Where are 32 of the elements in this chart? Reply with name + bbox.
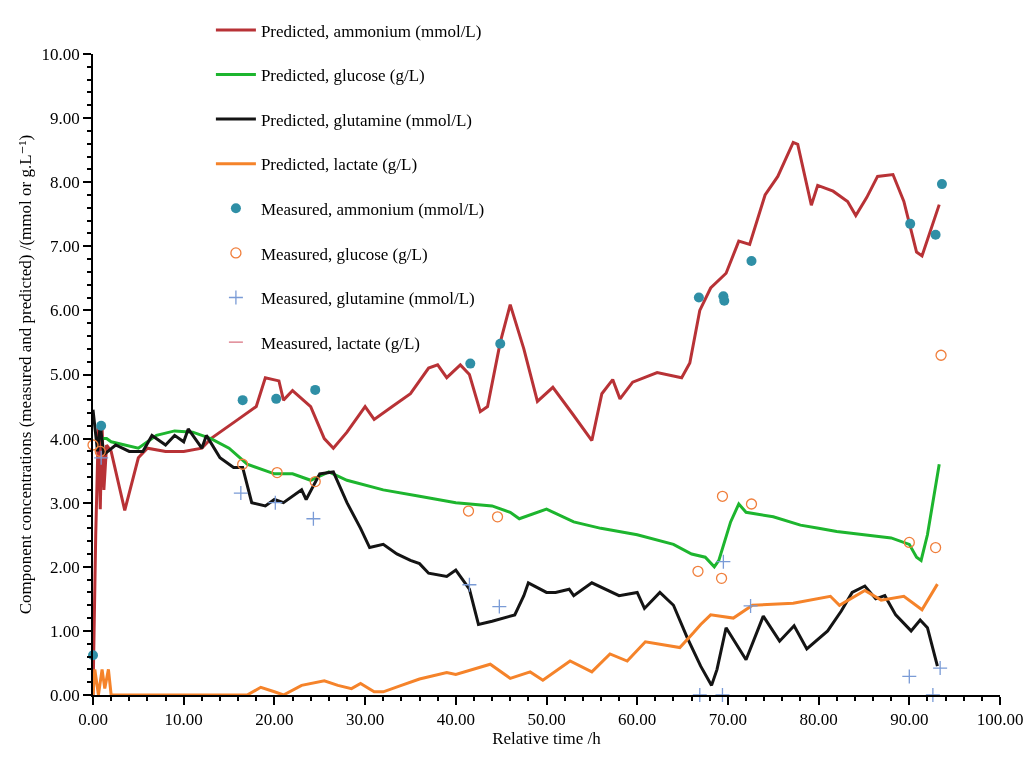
x-tick-label: 20.00 bbox=[255, 710, 294, 730]
x-tick-label: 80.00 bbox=[799, 710, 838, 730]
legend-label: Predicted, lactate (g/L) bbox=[260, 155, 418, 175]
legend-label: Predicted, glucose (g/L) bbox=[260, 66, 425, 86]
x-tick-label: 90.00 bbox=[890, 710, 929, 730]
legend-label: Measured, glutamine (mmol/L) bbox=[260, 289, 475, 309]
y-tick-label: 8.00 bbox=[50, 173, 80, 193]
x-axis-title: Relative time /h bbox=[492, 729, 602, 749]
legend-label: Predicted, ammonium (mmol/L) bbox=[260, 21, 482, 41]
legend-label: Predicted, glutamine (mmol/L) bbox=[260, 110, 472, 130]
y-tick-label: 7.00 bbox=[50, 237, 80, 257]
legend-label: Measured, glucose (g/L) bbox=[260, 244, 428, 264]
y-tick-label: 4.00 bbox=[50, 429, 80, 449]
x-tick-label: 60.00 bbox=[618, 710, 657, 730]
legend-label: Measured, ammonium (mmol/L) bbox=[260, 199, 485, 219]
y-tick-label: 1.00 bbox=[50, 621, 80, 641]
y-tick-label: 5.00 bbox=[50, 365, 80, 385]
y-axis-title: Component concentrations (measured and predicted) /(mmol or g.L⁻¹) bbox=[15, 134, 35, 615]
legend-label: Measured, lactate (g/L) bbox=[260, 333, 420, 353]
y-tick-label: 3.00 bbox=[50, 493, 80, 513]
y-tick-label: 10.00 bbox=[41, 44, 80, 64]
x-tick-label: 0.00 bbox=[78, 710, 108, 730]
x-tick-label: 10.00 bbox=[164, 710, 203, 730]
y-tick-label: 6.00 bbox=[50, 301, 80, 321]
x-tick-label: 70.00 bbox=[708, 710, 748, 730]
x-tick-label: 100.00 bbox=[976, 710, 1024, 730]
y-tick-label: 9.00 bbox=[50, 109, 80, 129]
x-tick-label: 30.00 bbox=[345, 710, 385, 730]
x-tick-label: 40.00 bbox=[436, 710, 475, 730]
x-tick-label: 50.00 bbox=[527, 710, 566, 730]
y-tick-label: 0.00 bbox=[50, 685, 80, 705]
y-tick-label: 2.00 bbox=[50, 557, 80, 577]
